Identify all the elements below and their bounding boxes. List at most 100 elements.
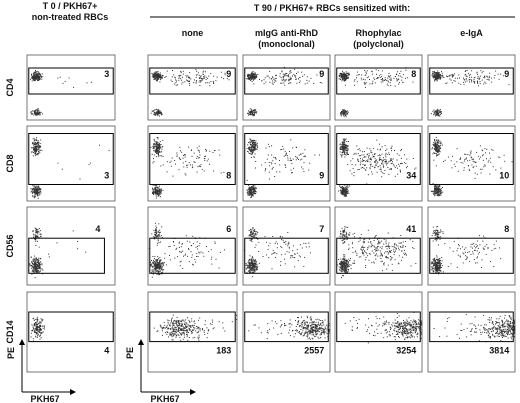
- event-dot: [39, 112, 41, 114]
- event-dot: [156, 261, 158, 263]
- event-dot: [158, 73, 160, 75]
- event-dot: [306, 79, 308, 81]
- event-dot: [197, 157, 199, 159]
- event-dot: [249, 141, 251, 143]
- event-dot: [36, 266, 38, 268]
- event-dot: [161, 264, 163, 266]
- event-dot: [36, 264, 38, 265]
- event-dot: [265, 254, 267, 256]
- event-dot: [343, 258, 345, 260]
- event-dot: [37, 142, 39, 144]
- event-dot: [251, 229, 253, 231]
- gate: [149, 133, 236, 185]
- event-dot: [400, 242, 402, 244]
- event-dot: [156, 141, 158, 143]
- event-dot: [38, 246, 40, 248]
- event-dot: [253, 149, 254, 151]
- event-dot: [253, 235, 255, 237]
- event-dot: [252, 276, 254, 278]
- event-dot: [436, 78, 438, 79]
- event-dot: [57, 162, 59, 164]
- event-dot: [40, 268, 42, 270]
- event-dot: [439, 115, 441, 117]
- event-dot: [499, 156, 501, 158]
- event-dot: [359, 150, 361, 152]
- event-dot: [32, 78, 34, 80]
- event-dot: [224, 72, 226, 74]
- event-dot: [377, 148, 379, 150]
- event-dot: [460, 157, 462, 159]
- event-dot: [254, 167, 256, 169]
- event-dot: [252, 234, 254, 236]
- event-dot: [342, 193, 344, 195]
- event-dot: [401, 149, 402, 150]
- event-dot: [154, 143, 156, 145]
- event-dot: [373, 147, 375, 149]
- event-dot: [398, 75, 400, 77]
- row-marker: CD56: [5, 234, 15, 257]
- event-dot: [302, 75, 304, 77]
- event-dot: [33, 143, 35, 145]
- event-dot: [346, 195, 347, 197]
- event-dot: [308, 246, 310, 248]
- event-dot: [247, 112, 248, 114]
- event-dot: [397, 245, 399, 247]
- event-dot: [216, 76, 218, 78]
- event-dot: [153, 74, 155, 76]
- event-dot: [441, 71, 442, 73]
- event-dot: [37, 108, 39, 110]
- event-dot: [471, 79, 473, 81]
- event-dot: [342, 113, 344, 115]
- event-dot: [296, 252, 298, 254]
- event-dot: [160, 190, 162, 192]
- event-dot: [156, 235, 158, 237]
- event-dot: [346, 192, 348, 194]
- event-dot: [384, 77, 386, 79]
- event-dot: [454, 73, 456, 75]
- event-dot: [282, 76, 284, 78]
- event-dot: [390, 168, 392, 170]
- event-dot: [440, 75, 442, 77]
- event-dot: [347, 149, 349, 151]
- event-dot: [381, 163, 383, 165]
- event-dot: [252, 142, 254, 144]
- event-dot: [200, 251, 202, 253]
- event-dot: [387, 244, 389, 246]
- event-dot: [288, 78, 290, 80]
- event-dot: [39, 270, 41, 272]
- event-dot: [361, 252, 363, 254]
- event-dot: [37, 148, 39, 150]
- event-dot: [344, 77, 346, 79]
- event-dot: [250, 235, 252, 237]
- event-dot: [254, 187, 256, 189]
- event-dot: [251, 189, 253, 191]
- event-dot: [29, 265, 31, 267]
- event-dot: [377, 249, 379, 251]
- event-dot: [474, 82, 476, 84]
- event-dot: [250, 193, 252, 195]
- event-dot: [297, 71, 299, 73]
- event-dot: [433, 145, 435, 147]
- event-dot: [345, 186, 346, 188]
- event-dot: [156, 80, 158, 82]
- event-dot: [157, 236, 159, 238]
- event-dot: [36, 147, 38, 149]
- event-dot: [34, 153, 36, 155]
- event-dot: [349, 234, 351, 236]
- event-dot: [155, 230, 157, 232]
- event-dot: [213, 170, 215, 172]
- event-dot: [32, 266, 34, 268]
- event-dot: [415, 263, 417, 264]
- event-dot: [351, 173, 353, 175]
- event-dot: [343, 79, 345, 81]
- event-dot: [152, 236, 154, 238]
- event-dot: [251, 144, 253, 146]
- event-dot: [36, 268, 38, 270]
- event-dot: [389, 159, 391, 161]
- event-dot: [362, 247, 364, 249]
- event-dot: [339, 269, 340, 271]
- event-dot: [434, 76, 436, 78]
- event-dot: [159, 151, 160, 153]
- event-dot: [347, 261, 349, 263]
- event-dot: [36, 154, 38, 156]
